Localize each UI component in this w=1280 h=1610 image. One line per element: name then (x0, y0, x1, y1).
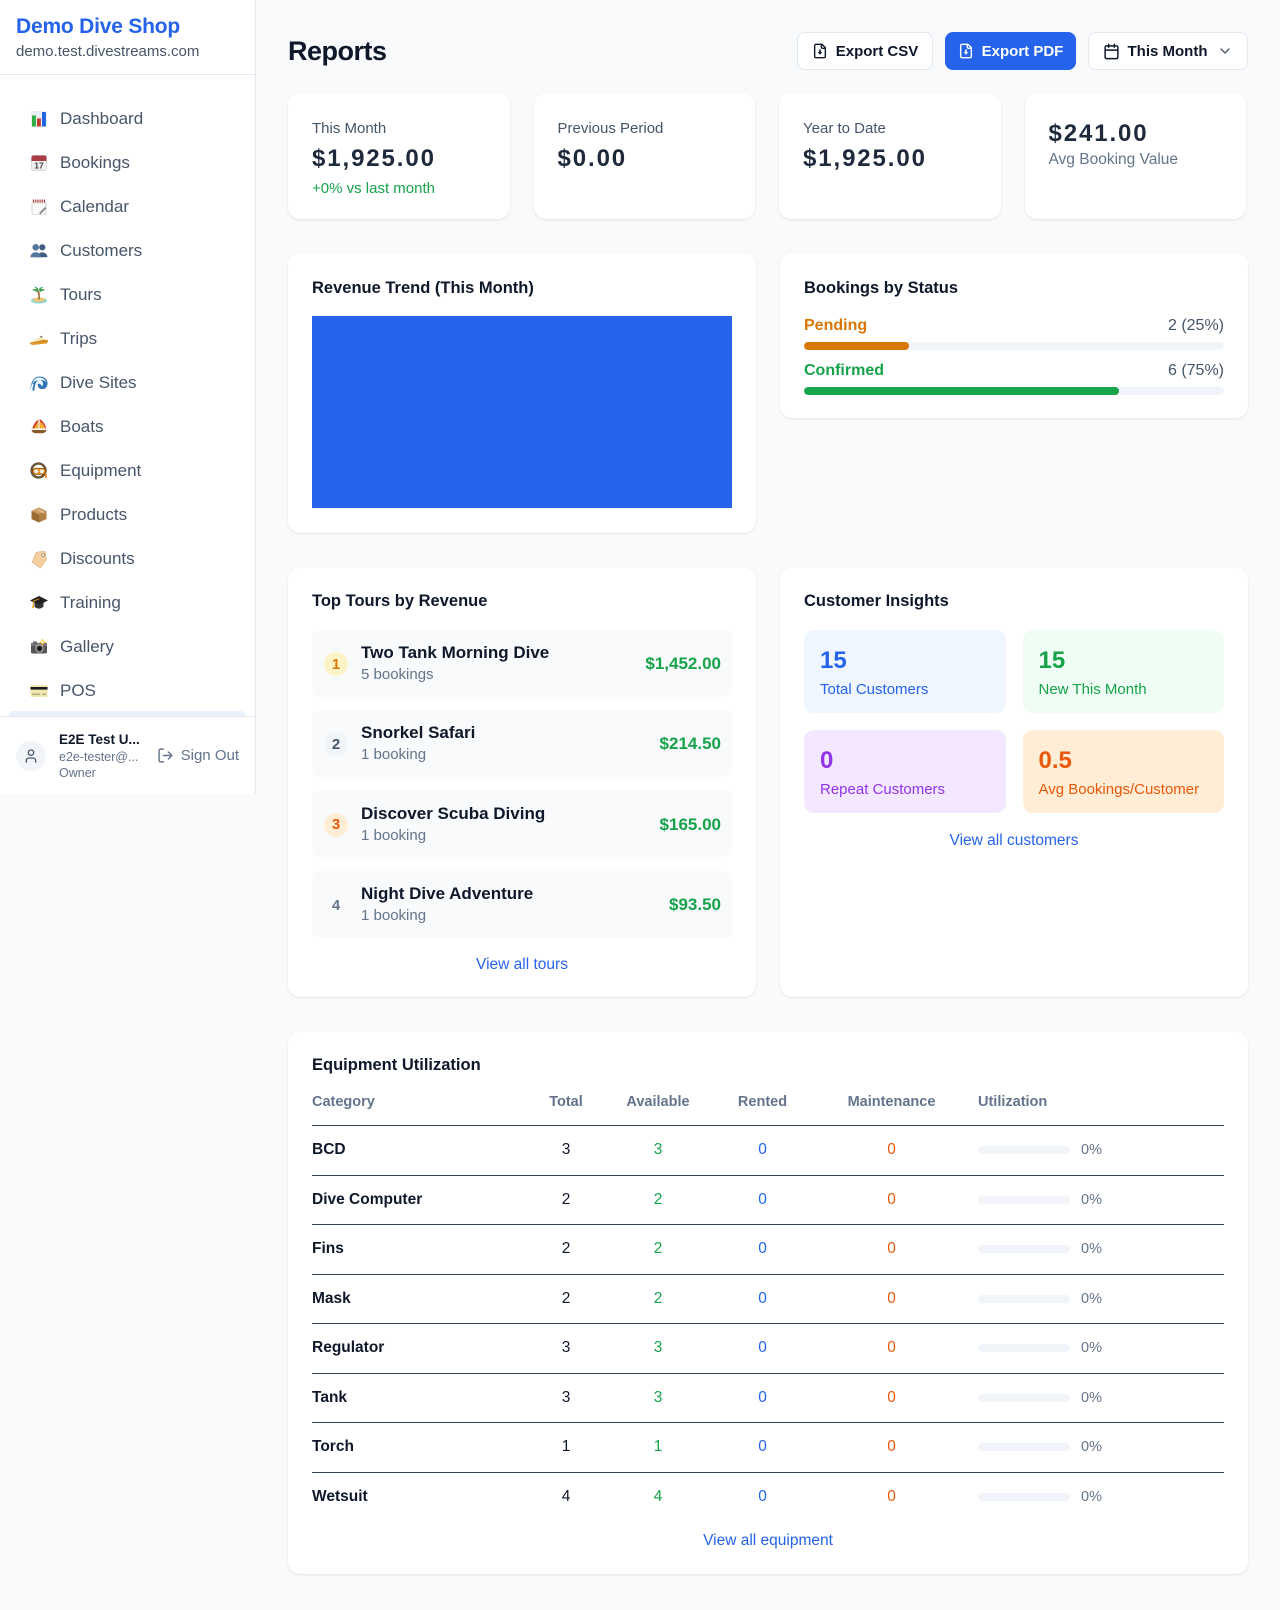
svg-text:17: 17 (34, 161, 44, 171)
